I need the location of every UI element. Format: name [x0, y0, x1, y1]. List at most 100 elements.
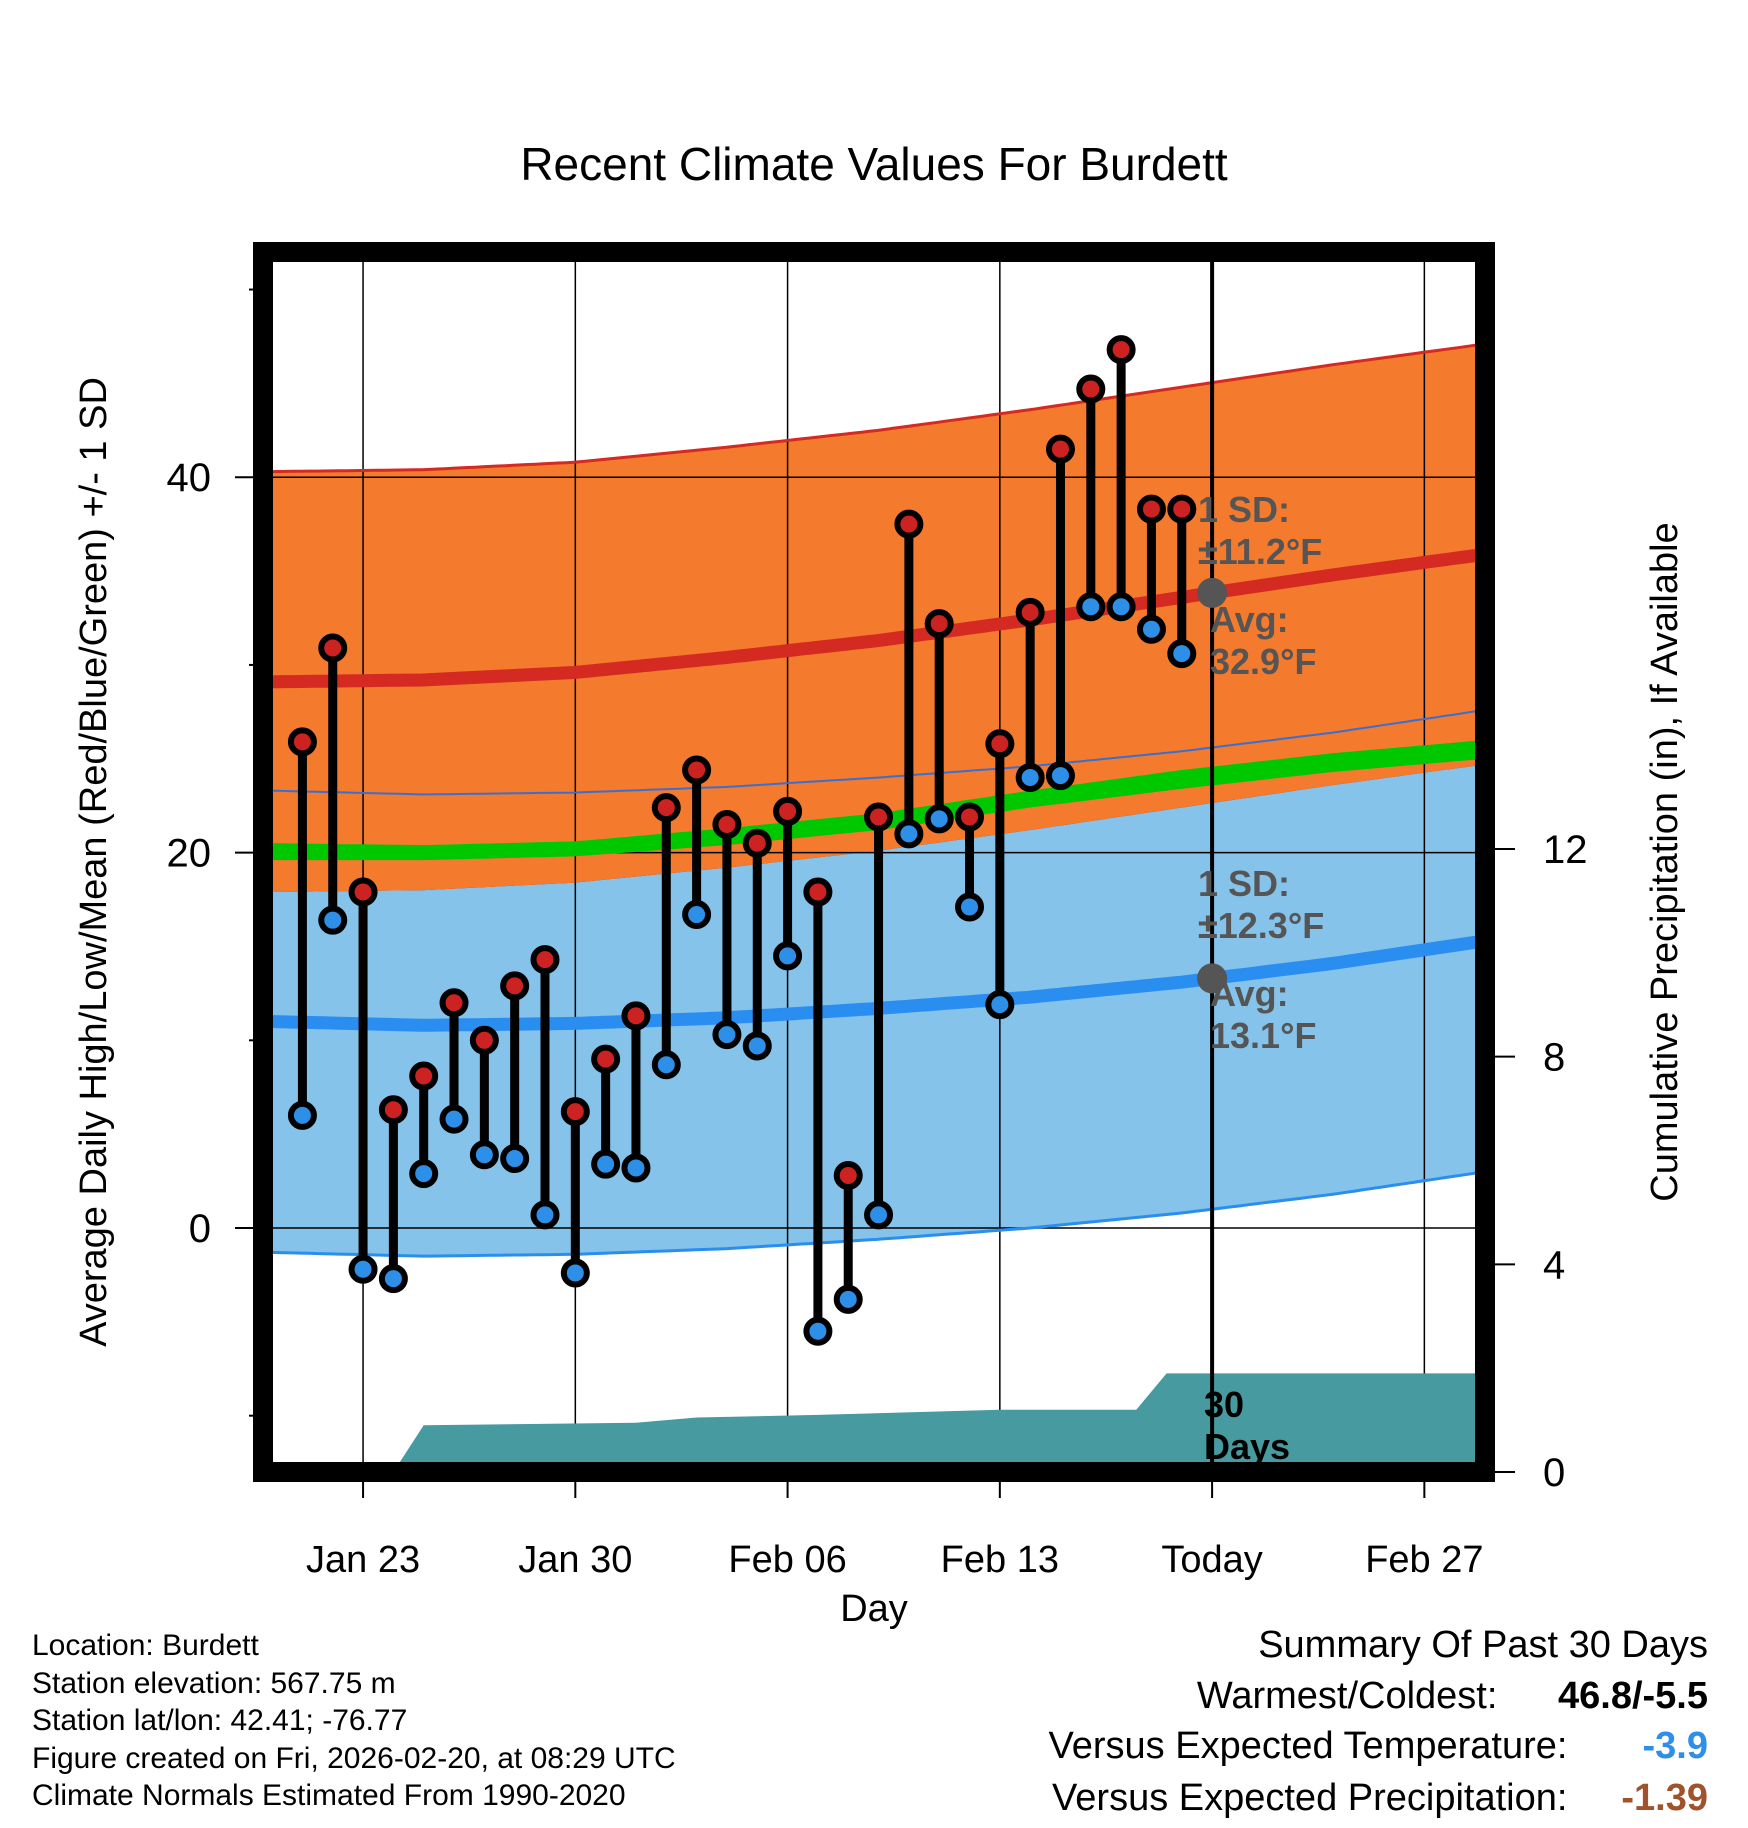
- low-point-10: [560, 1258, 590, 1288]
- y-tick-label-40: 40: [167, 456, 212, 500]
- days-count-word: Days: [1204, 1426, 1290, 1467]
- low-sd-value: ±12.3°F: [1198, 905, 1324, 946]
- temp-value: -3.9: [1642, 1725, 1708, 1767]
- normals-line: Climate Normals Estimated From 1990-2020: [32, 1779, 626, 1812]
- high-avg-value: 32.9°F: [1210, 641, 1316, 682]
- high-point-16: [742, 828, 772, 858]
- summary-title: Summary Of Past 30 Days: [1258, 1624, 1708, 1666]
- low-avg-value: 13.1°F: [1210, 1015, 1316, 1056]
- low-point-16: [742, 1031, 772, 1061]
- daily-bars: [287, 335, 1197, 1346]
- low-point-5: [409, 1159, 439, 1189]
- high-sd-value: ±11.2°F: [1198, 531, 1322, 572]
- x-axis-label: Day: [840, 1588, 908, 1630]
- x-tick-label-2: Feb 06: [728, 1539, 846, 1581]
- elevation-line: Station elevation: 567.75 m: [32, 1666, 396, 1700]
- low-point-23: [955, 892, 985, 922]
- y2-tick-label-12: 12: [1543, 828, 1588, 872]
- days-count-number: 30: [1204, 1384, 1244, 1425]
- low-sd-label: 1 SD:: [1198, 863, 1290, 904]
- high-sd-label: 1 SD:: [1198, 489, 1290, 530]
- x-axis: Jan 23 Jan 30 Feb 06 Feb 13 Today Feb 27: [306, 1482, 1484, 1581]
- low-point-6: [439, 1104, 469, 1134]
- x-tick-label-1: Jan 30: [518, 1539, 632, 1581]
- y2-tick-label-4: 4: [1543, 1243, 1565, 1287]
- low-point-30: [1167, 639, 1197, 669]
- y2-axis-label: Cumulative Precipitation (in), If Availa…: [1644, 522, 1686, 1201]
- low-point-17: [773, 941, 803, 971]
- low-point-20: [864, 1200, 894, 1230]
- warm-cold-value: 46.8/-5.5: [1558, 1675, 1708, 1717]
- high-point-6: [439, 988, 469, 1018]
- low-point-2: [318, 905, 348, 935]
- high-point-5: [409, 1061, 439, 1091]
- high-point-23: [955, 802, 985, 832]
- high-avg-label: Avg:: [1210, 599, 1289, 640]
- low-point-29: [1136, 614, 1166, 644]
- high-point-9: [530, 945, 560, 975]
- high-point-13: [651, 793, 681, 823]
- high-point-2: [318, 633, 348, 663]
- annotations: 1 SD: ±11.2°F Avg: 32.9°F 1 SD: ±12.3°F …: [1198, 489, 1324, 1467]
- high-point-10: [560, 1097, 590, 1127]
- location-info: Location: Burdett Station elevation: 567…: [32, 1627, 676, 1815]
- overlap-top-line: [263, 709, 1484, 796]
- low-point-27: [1076, 592, 1106, 622]
- high-avg-marker: [1197, 577, 1228, 608]
- high-point-17: [773, 796, 803, 826]
- summary-temperature: Versus Expected Temperature: -3.9: [1049, 1725, 1708, 1768]
- low-mean-line: [263, 934, 1485, 1032]
- precip-value: -1.39: [1621, 1777, 1708, 1819]
- y-axis: 0 20 40: [167, 288, 253, 1417]
- high-point-7: [469, 1025, 499, 1055]
- y2-tick-label-8: 8: [1543, 1036, 1565, 1080]
- low-point-8: [500, 1144, 530, 1174]
- high-point-30: [1167, 494, 1197, 524]
- chart-title: Recent Climate Values For Burdett: [520, 138, 1228, 190]
- y-tick-label-20: 20: [167, 832, 212, 876]
- x-tick-label-5: Feb 27: [1365, 1539, 1483, 1581]
- high-point-18: [803, 877, 833, 907]
- low-point-9: [530, 1200, 560, 1230]
- created-line: Figure created on Fri, 2026-02-20, at 08…: [32, 1741, 676, 1775]
- high-point-3: [348, 877, 378, 907]
- high-point-1: [287, 727, 317, 757]
- high-point-20: [864, 802, 894, 832]
- low-avg-marker: [1197, 963, 1228, 994]
- x-tick-label-3: Feb 13: [941, 1539, 1059, 1581]
- high-point-14: [682, 755, 712, 785]
- temp-label: Versus Expected Temperature:: [1048, 1725, 1568, 1767]
- high-point-12: [621, 1001, 651, 1031]
- latlon-line: Station lat/lon: 42.41; -76.77: [32, 1704, 408, 1737]
- high-point-15: [712, 809, 742, 839]
- high-point-11: [591, 1044, 621, 1074]
- summary-warm-cold: Warmest/Coldest: 46.8/-5.5: [1197, 1675, 1708, 1718]
- low-point-21: [894, 819, 924, 849]
- mean-band: [263, 740, 1484, 861]
- high-point-21: [894, 509, 924, 539]
- high-point-8: [500, 971, 530, 1001]
- high-point-27: [1076, 374, 1106, 404]
- low-point-24: [985, 990, 1015, 1020]
- x-tick-label-4: Today: [1161, 1539, 1262, 1581]
- high-mean-line: [263, 547, 1485, 689]
- low-point-14: [682, 900, 712, 930]
- low-avg-label: Avg:: [1210, 973, 1289, 1014]
- plot-frame: [253, 242, 1495, 1482]
- low-point-7: [469, 1140, 499, 1170]
- y2-axis: 0 4 8 12: [1495, 828, 1588, 1495]
- low-point-3: [348, 1254, 378, 1284]
- low-point-22: [924, 804, 954, 834]
- low-point-26: [1045, 761, 1075, 791]
- high-point-26: [1045, 434, 1075, 464]
- y-axis-label: Average Daily High/Low/Mean (Red/Blue/Gr…: [73, 377, 115, 1347]
- y2-tick-label-0: 0: [1543, 1451, 1565, 1495]
- summary-precipitation: Versus Expected Precipitation: -1.39: [1052, 1777, 1708, 1820]
- high-point-22: [924, 609, 954, 639]
- high-point-28: [1106, 335, 1136, 365]
- low-point-1: [287, 1100, 317, 1130]
- high-point-4: [378, 1095, 408, 1125]
- x-tick-label-0: Jan 23: [306, 1539, 420, 1581]
- high-sd-band: [263, 344, 1484, 892]
